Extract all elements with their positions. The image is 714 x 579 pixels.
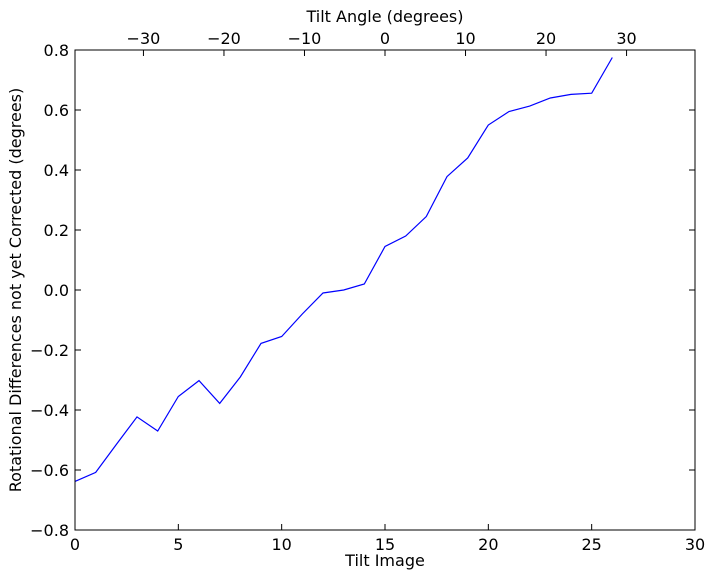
y-tick-label: 0.4 (44, 161, 69, 180)
y-tick-label: −0.8 (30, 521, 69, 540)
x-tick-label: 25 (581, 535, 601, 554)
x-axis-title: Tilt Image (344, 551, 425, 570)
y-axis-title: Rotational Differences not yet Corrected… (6, 88, 25, 493)
top-x-tick-label: 30 (616, 29, 636, 48)
top-x-tick-label: −10 (288, 29, 322, 48)
top-x-tick-label: −20 (207, 29, 241, 48)
tick-labels-layer: 0 5 10 15 20 25 30 0.8 0.6 0.4 0.2 0.0 −0.2 −0.4 −0.6 −… (30, 29, 705, 554)
top-x-tick-label: 0 (380, 29, 390, 48)
y-tick-label: −0.4 (30, 401, 69, 420)
y-tick-label: 0.0 (44, 281, 69, 300)
top-x-axis-title: Tilt Angle (degrees) (305, 7, 463, 26)
x-tick-label: 15 (375, 535, 395, 554)
x-tick-label: 0 (70, 535, 80, 554)
x-tick-label: 30 (685, 535, 705, 554)
y-tick-label: 0.6 (44, 101, 69, 120)
x-tick-label: 5 (173, 535, 183, 554)
y-tick-label: −0.2 (30, 341, 69, 360)
top-x-tick-label: 10 (455, 29, 475, 48)
plot-area (75, 50, 695, 530)
y-tick-label: −0.6 (30, 461, 69, 480)
plot-frame (74, 49, 696, 531)
series-line (74, 57, 613, 482)
y-tick-label: 0.8 (44, 41, 69, 60)
top-x-tick-label: −30 (127, 29, 161, 48)
x-tick-label: 10 (271, 535, 291, 554)
top-x-tick-label: 20 (536, 29, 556, 48)
y-tick-label: 0.2 (44, 221, 69, 240)
x-tick-label: 20 (478, 535, 498, 554)
